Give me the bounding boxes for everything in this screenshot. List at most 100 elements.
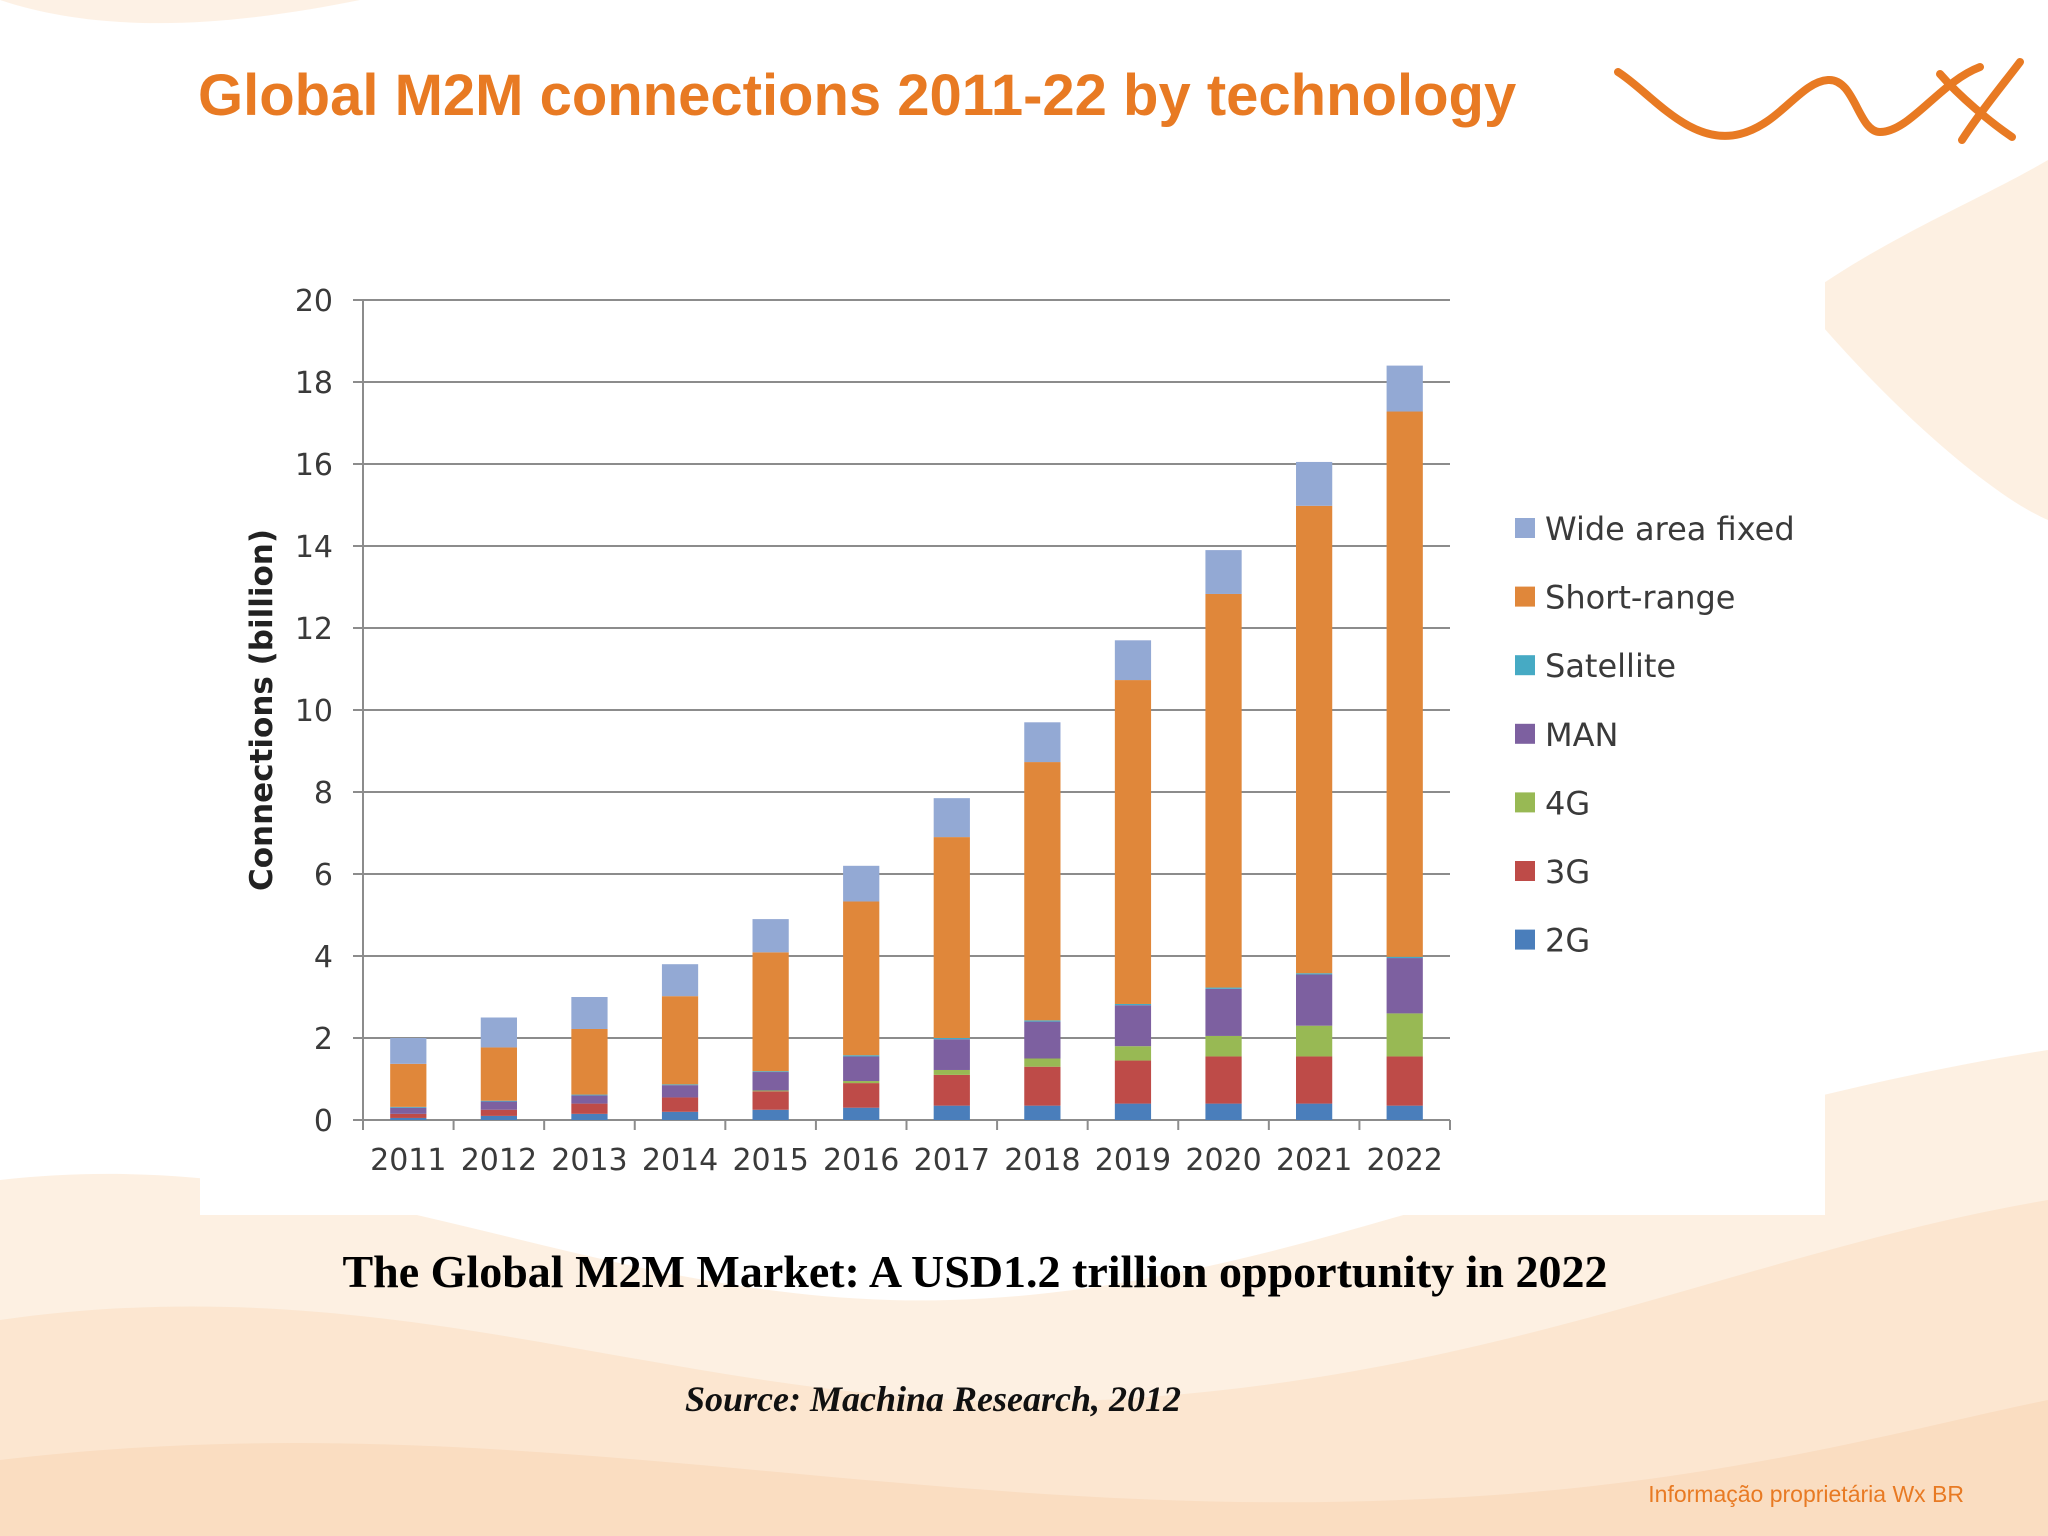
bar-segment-man: [1114, 1005, 1152, 1047]
bar-segment-3g: [390, 1113, 427, 1118]
bar-segment-man: [571, 1095, 608, 1104]
bar-segment-satellite: [390, 1106, 427, 1108]
bar-segment-3g: [752, 1091, 789, 1110]
bar-segment-3g: [1024, 1066, 1061, 1106]
chart-panel: 0 2 4 6 8 10 12 14 16 18 20 2011 2012 2013 2014 2015 201…: [200, 255, 1825, 1215]
bar-segment-2g: [752, 1109, 789, 1120]
legend-swatch-wide-area-fixed: [1515, 518, 1535, 538]
bar-segment-4g: [1386, 1013, 1423, 1057]
bar-segment-wide-area-fixed: [843, 865, 880, 902]
legend-label-man: MAN: [1545, 716, 1618, 754]
bar-segment-man: [390, 1107, 427, 1114]
bar-segment-3g: [1386, 1056, 1423, 1106]
bar-segment-man: [1205, 988, 1242, 1036]
bar-segment-man: [1296, 974, 1333, 1026]
bar-segment-3g: [1296, 1056, 1333, 1104]
bar-segment-short-range: [661, 996, 699, 1085]
bar-segment-short-range: [1205, 593, 1242, 988]
bar-segment-short-range: [1024, 762, 1061, 1021]
x-tick-label: 2011: [370, 1143, 446, 1178]
bar-segment-4g: [1024, 1058, 1061, 1067]
bar-segment-man: [843, 1056, 880, 1082]
y-tick-label: 2: [314, 1022, 333, 1057]
legend-swatch-man: [1515, 723, 1535, 744]
y-tick-label: 6: [314, 858, 333, 893]
wx-logo-icon: [1614, 58, 2024, 144]
bar-segment-3g: [933, 1074, 970, 1106]
legend: Wide area fixed Short-range Satellite MAN 4G…: [1515, 510, 1795, 960]
y-axis-label: Connections (billion): [244, 529, 280, 891]
y-tick-label: 14: [295, 530, 333, 565]
bar-segment-wide-area-fixed: [1024, 722, 1061, 763]
bar-segment-short-range: [480, 1047, 517, 1101]
y-tick-label: 18: [295, 366, 333, 401]
bar-segment-2g: [1296, 1103, 1333, 1120]
x-tick-label: 2012: [461, 1143, 537, 1178]
bar-segment-satellite: [571, 1094, 608, 1096]
bar-segment-man: [480, 1101, 517, 1110]
bar-segment-short-range: [1386, 411, 1423, 957]
bar-segment-satellite: [843, 1055, 880, 1057]
bar-segment-satellite: [480, 1100, 517, 1102]
x-tick-label: 2021: [1276, 1143, 1352, 1178]
bar-segment-4g: [752, 1090, 789, 1092]
bars: [390, 365, 1423, 1120]
bar-segment-short-range: [1114, 680, 1152, 1004]
y-tick-label: 20: [295, 284, 333, 319]
bar-segment-3g: [1205, 1056, 1242, 1104]
bar-segment-man: [1386, 958, 1423, 1014]
x-tick-label: 2013: [551, 1143, 627, 1178]
bar-segment-short-range: [933, 837, 970, 1038]
x-tick-label: 2016: [823, 1143, 899, 1178]
axes: [353, 299, 1451, 1130]
bar-segment-satellite: [1114, 1003, 1152, 1006]
bar-segment-short-range: [752, 952, 789, 1072]
bar-segment-4g: [1296, 1025, 1333, 1057]
bar-segment-satellite: [1386, 956, 1423, 959]
bar-segment-man: [752, 1072, 789, 1091]
bar-segment-2g: [571, 1113, 608, 1120]
stacked-bar-chart: 0 2 4 6 8 10 12 14 16 18 20 2011 2012 2013 2014 2015 201…: [244, 284, 1795, 1178]
grid-lines: [363, 299, 1450, 1039]
legend-label-satellite: Satellite: [1545, 647, 1676, 685]
legend-swatch-3g: [1515, 861, 1535, 881]
bar-segment-2g: [1386, 1105, 1423, 1120]
bar-segment-wide-area-fixed: [752, 919, 789, 953]
bar-segment-2g: [390, 1117, 427, 1120]
x-tick-label: 2018: [1004, 1143, 1080, 1178]
bar-segment-wide-area-fixed: [390, 1038, 427, 1064]
bar-segment-short-range: [1296, 505, 1333, 974]
legend-swatch-short-range: [1515, 586, 1535, 607]
bar-segment-satellite: [1205, 987, 1242, 989]
legend-label-wide-area-fixed: Wide area fixed: [1545, 510, 1795, 548]
bar-segment-wide-area-fixed: [1114, 640, 1152, 681]
bar-segment-short-range: [843, 901, 880, 1056]
tick-labels: 0 2 4 6 8 10 12 14 16 18 20 2011 2012 2013 2014 2015 201…: [295, 284, 1443, 1178]
bar-segment-wide-area-fixed: [1205, 550, 1242, 594]
bar-segment-satellite: [933, 1038, 970, 1040]
bar-segment-3g: [480, 1109, 517, 1116]
bar-segment-3g: [571, 1103, 608, 1114]
x-tick-label: 2022: [1367, 1143, 1443, 1178]
y-tick-label: 0: [314, 1104, 333, 1139]
bar-segment-man: [933, 1039, 970, 1070]
legend-label-short-range: Short-range: [1545, 579, 1735, 617]
slide-subtitle: The Global M2M Market: A USD1.2 trillion…: [342, 1246, 1608, 1297]
bar-segment-wide-area-fixed: [480, 1017, 517, 1048]
bar-segment-2g: [480, 1115, 517, 1120]
bar-segment-satellite: [1296, 973, 1333, 975]
x-tick-label: 2015: [732, 1143, 808, 1178]
x-tick-label: 2014: [642, 1143, 718, 1178]
source-citation: Source: Machina Research, 2012: [684, 1379, 1182, 1419]
bar-segment-satellite: [752, 1071, 789, 1073]
bar-segment-3g: [843, 1083, 880, 1108]
y-tick-label: 4: [314, 940, 333, 975]
bar-segment-wide-area-fixed: [661, 964, 699, 997]
x-tick-label: 2020: [1185, 1143, 1261, 1178]
bar-segment-2g: [933, 1105, 970, 1120]
legend-swatch-2g: [1515, 929, 1535, 950]
bar-segment-4g: [1114, 1046, 1152, 1061]
bar-segment-2g: [1205, 1103, 1242, 1120]
bar-segment-2g: [1114, 1103, 1152, 1120]
